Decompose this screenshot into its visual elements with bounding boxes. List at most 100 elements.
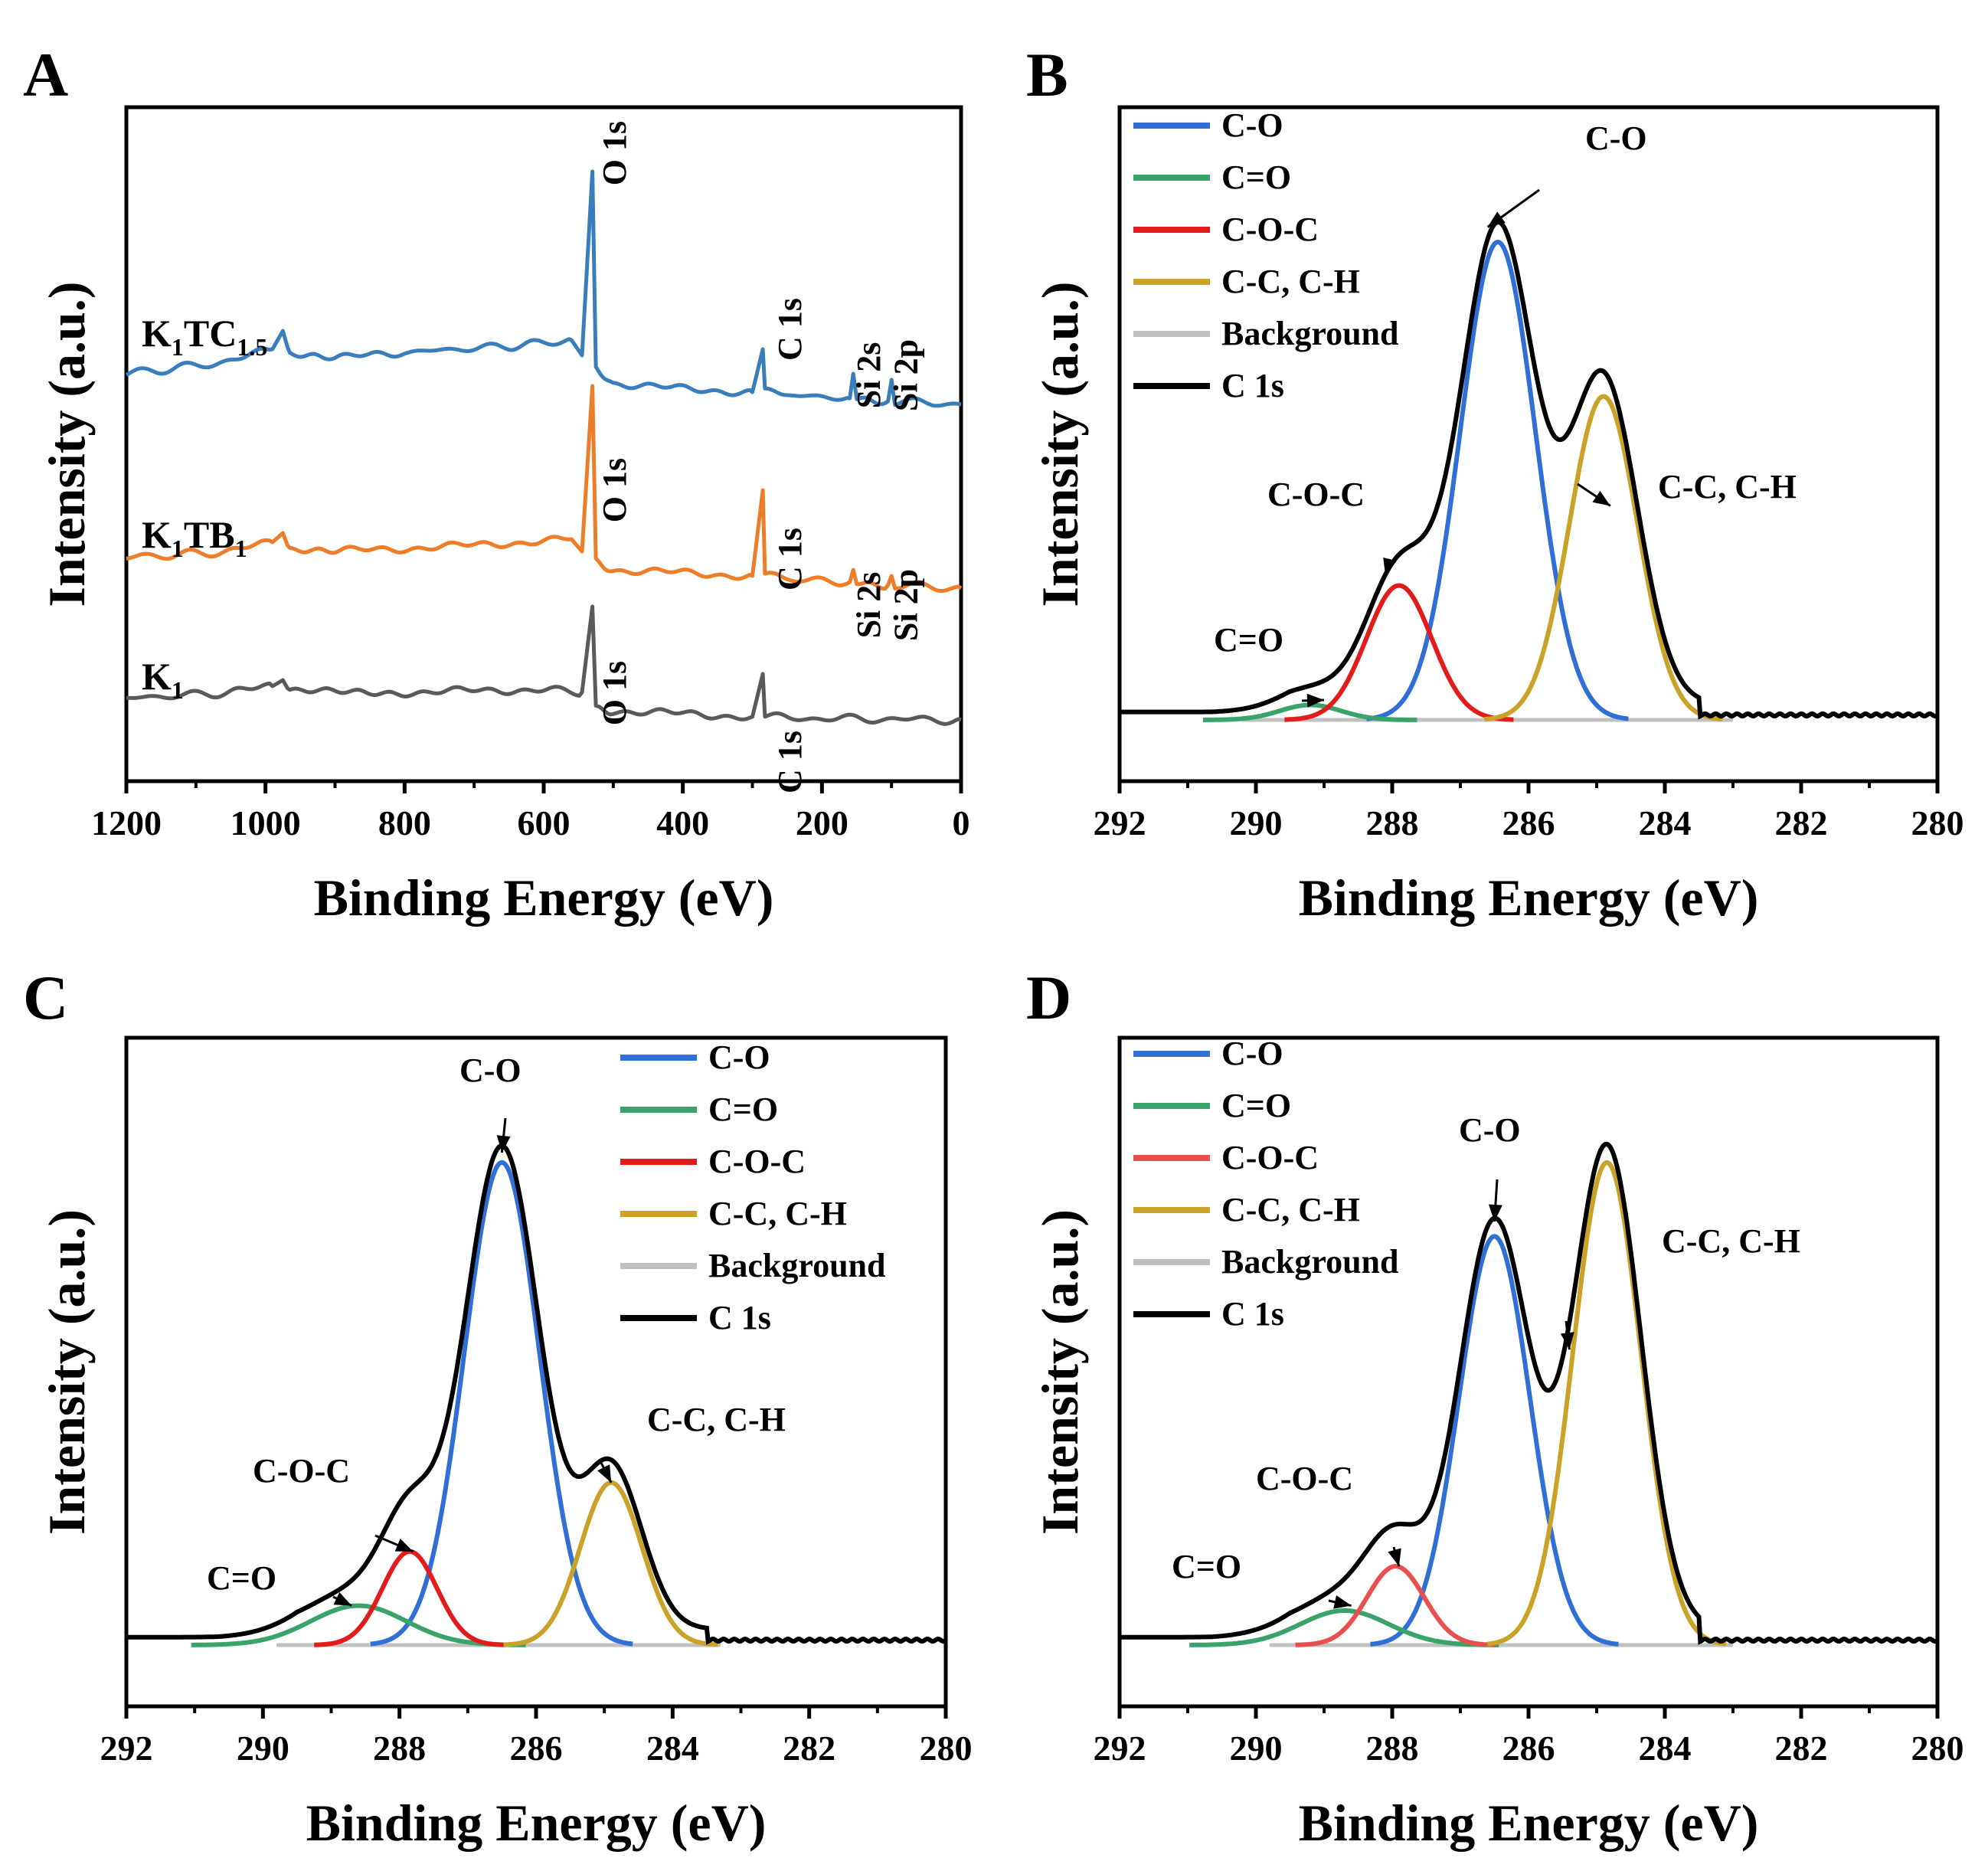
panel-A: A 1200 1000 800 600 400 200 0 Binding Energy (eV… [23,40,970,927]
annotation-arrowhead [1306,693,1324,708]
peak-label: C 1s [771,298,809,361]
panel-letter: C [23,963,68,1032]
annotation-arrowhead [1383,557,1397,576]
legend-label: Background [1221,315,1399,352]
component-C-O-C [1295,1564,1496,1647]
series-line-K1 [126,604,962,726]
x-tick-label: 284 [1639,1729,1692,1768]
label-main: K [142,655,172,698]
component-C-O [1370,1234,1619,1647]
plot-frame [124,1035,948,1709]
x-axis-title: Binding Energy (eV) [1299,1794,1759,1852]
y-axis-title: Intensity (a.u.) [1031,1209,1089,1535]
peak-label: O 1s [596,458,633,522]
legend-label: C-C, C-H [1221,1191,1360,1228]
x-tick-label: 284 [646,1729,699,1768]
x-tick-label: 286 [1502,1729,1555,1768]
legend-label: C-O [1221,106,1283,144]
panel-D: D 292 290 288 286 284 282 280 Binding Energy (eV… [1026,963,1964,1852]
peak-label: Si 2p [887,339,924,411]
legend-label: C 1s [1221,367,1284,404]
label-sub: 1 [172,333,184,361]
x-tick-label: 286 [510,1729,563,1768]
annotation-label: C=O [207,1559,276,1597]
x-tick-label: 288 [1366,803,1419,842]
x-tick-label: 290 [237,1729,289,1768]
peak-label: Si 2s [850,572,888,639]
peak-label: O 1s [596,121,633,185]
series-label: K1TB1 [142,513,247,562]
legend-label: C-C, C-H [708,1195,847,1232]
legend-label: Background [1221,1243,1399,1281]
legend-label: C-O-C [1221,1139,1319,1176]
envelope-line [126,1143,947,1645]
y-axis-title: Intensity (a.u.) [1031,281,1089,607]
x-tick-label: 0 [953,803,970,842]
x-tick-label: 200 [796,803,848,842]
annotation-arrowhead [1488,1204,1502,1222]
component-C-C, C-H [1483,394,1723,722]
legend-label: C 1s [708,1299,771,1336]
x-axis-title: Binding Energy (eV) [306,1794,767,1852]
component-C-O-C [314,1549,505,1647]
annotation-label: C-C, C-H [1662,1222,1800,1260]
x-tick-label: 282 [783,1729,835,1768]
label-mid: TB [184,513,235,556]
peak-label: C 1s [771,528,809,590]
legend-label: Background [708,1247,886,1284]
legend-label: C-O-C [708,1143,806,1180]
label-sub: 1.5 [237,333,267,361]
annotation-label: C-O-C [253,1452,350,1490]
x-axis-title: Binding Energy (eV) [1299,868,1759,927]
plot-frame [124,105,963,783]
component-C=O [191,1603,526,1647]
envelope-line [1120,1141,1939,1645]
series-label: K1 [142,655,184,704]
annotation-label: C-O [1585,119,1647,157]
y-axis-title: Intensity (a.u.) [38,281,96,607]
legend-label: C-O [1221,1035,1283,1072]
annotation-label: C=O [1214,621,1283,659]
panel-letter: B [1026,40,1068,110]
label-sub: 1 [172,676,184,704]
legend-label: C-O [708,1039,770,1076]
annotation-label: C=O [1172,1548,1241,1585]
x-tick-label: 288 [1366,1729,1419,1768]
legend-label: C-C, C-H [1221,263,1360,300]
component-C-O-C [1284,583,1514,722]
annotation-label: C-O-C [1256,1460,1353,1497]
label-main: K [142,312,172,355]
x-tick-label: 292 [1094,803,1146,842]
envelope-line [1120,219,1939,720]
x-tick-label: 290 [1230,1729,1283,1768]
x-tick-label: 288 [373,1729,426,1768]
annotation-arrowhead [1388,1548,1401,1567]
label-main: K [142,513,172,556]
x-tick-label: 286 [1502,803,1555,842]
x-tick-label: 282 [1775,803,1828,842]
x-tick-label: 282 [1775,1729,1828,1768]
label-mid: TC [184,312,237,355]
peak-label: Si 2p [887,569,924,641]
annotation-arrowhead [1560,1332,1574,1350]
annotation-arrowhead [394,1539,414,1552]
annotation-arrowhead [496,1135,511,1153]
panel-C: C 292 290 288 286 284 282 280 Binding Energy (eV… [23,963,973,1852]
annotation-arrowhead [1592,490,1610,506]
x-tick-label: 1000 [231,803,301,842]
component-C-O [1366,239,1629,721]
component-C-C, C-H [1487,1160,1727,1647]
panel-letter: D [1026,963,1071,1032]
plot-frame [1117,105,1940,783]
annotation-label: C-C, C-H [1658,468,1797,505]
x-tick-label: 280 [1911,1729,1964,1768]
component-C-O [370,1160,633,1647]
x-tick-label: 600 [518,803,571,842]
series-line-K1TB1 [126,384,963,594]
x-tick-label: 292 [1094,1729,1146,1768]
y-axis-title: Intensity (a.u.) [38,1209,96,1535]
series-label: K1TC1.5 [142,312,267,361]
x-tick-label: 1200 [91,803,162,842]
x-axis-title: Binding Energy (eV) [314,868,774,927]
